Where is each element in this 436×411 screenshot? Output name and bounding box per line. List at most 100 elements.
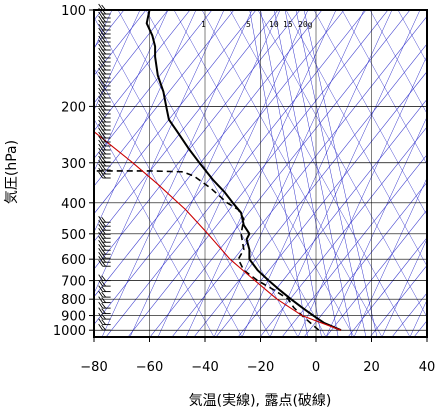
wind-barb	[98, 279, 111, 287]
background-line	[145, 10, 327, 337]
moist-adiabat-line	[213, 10, 365, 337]
y-tick-label: 500	[61, 228, 86, 243]
mixing-ratio-line	[295, 10, 367, 337]
background-line	[369, 10, 427, 115]
dry-adiabat-line	[259, 126, 427, 337]
dry-adiabat-line	[94, 10, 279, 242]
dry-adiabat-line	[149, 10, 411, 337]
wind-barb	[98, 215, 111, 223]
background-line	[397, 10, 427, 64]
x-tick-label: −20	[247, 360, 274, 375]
wind-barb	[98, 285, 111, 293]
moist-adiabat-line	[325, 116, 427, 337]
background-line	[94, 67, 243, 337]
dry-adiabat-line	[193, 43, 427, 337]
y-tick-label: 100	[61, 4, 86, 19]
mixing-ratio-line	[303, 10, 378, 337]
parcel-path-line	[94, 131, 342, 331]
mixing-ratio-label: 5	[246, 20, 251, 29]
moist-adiabat-line	[94, 10, 141, 111]
y-tick-label: 900	[61, 310, 86, 325]
wind-barb	[98, 259, 111, 267]
dry-adiabat-line	[94, 10, 191, 132]
moist-adiabat-line	[185, 10, 337, 337]
temperature-profile-line	[145, 10, 342, 332]
background-grid-lines	[94, 10, 427, 337]
dry-adiabat-line	[94, 10, 147, 76]
background-line	[173, 10, 355, 337]
dry-adiabat-line	[281, 154, 427, 337]
x-axis-title: 気温(実線), 露点(破線)	[189, 393, 332, 409]
dry-adiabat-line	[94, 10, 213, 159]
y-tick-label: 300	[61, 157, 86, 172]
mixing-ratio-label: 15	[283, 20, 293, 29]
moist-adiabat-line	[157, 10, 309, 337]
mixing-ratio-label: 20g	[298, 20, 313, 29]
dry-adiabat-line	[94, 10, 169, 104]
moist-adiabat-line	[101, 10, 253, 337]
moist-adiabat-line	[381, 238, 427, 337]
background-line	[94, 16, 271, 337]
wind-barb	[98, 301, 111, 309]
y-tick-label: 700	[61, 275, 86, 290]
wind-barb	[98, 312, 111, 320]
background-line	[201, 10, 383, 337]
x-tick-label: −80	[80, 360, 107, 375]
dry-adiabat-line	[325, 209, 427, 337]
wind-barb	[98, 307, 111, 315]
moist-adiabat-line	[94, 10, 197, 233]
y-axis-title: 気圧(hPa)	[4, 140, 20, 204]
x-tick-label: −60	[136, 360, 163, 375]
wind-barb	[98, 290, 111, 298]
moist-adiabat-line	[269, 10, 421, 337]
background-line	[313, 10, 427, 216]
y-tick-label: 400	[61, 197, 86, 212]
dry-adiabat-line	[127, 10, 389, 337]
dewpoint-profile-line	[94, 170, 320, 331]
plot-series	[94, 10, 342, 332]
dry-adiabat-line	[94, 10, 301, 270]
dry-adiabat-line	[94, 10, 323, 298]
background-line	[229, 10, 411, 337]
y-tick-label: 800	[61, 293, 86, 308]
wind-barb	[98, 274, 111, 282]
y-tick-label: 600	[61, 253, 86, 268]
y-tick-label: 1000	[53, 324, 86, 339]
x-tick-label: −40	[191, 360, 218, 375]
dry-adiabat-line	[369, 264, 427, 337]
moist-adiabat-line	[409, 299, 427, 337]
dry-adiabat-line	[171, 15, 427, 337]
mixing-ratio-line	[249, 10, 308, 337]
moist-adiabat-line	[241, 10, 393, 337]
moist-adiabat-line	[94, 10, 225, 294]
dry-adiabat-line	[237, 98, 427, 337]
mixing-ratio-labels: 1 5 10 15 20g	[201, 20, 313, 29]
dry-adiabat-line	[215, 71, 427, 337]
dry-adiabat-line	[303, 181, 427, 337]
moist-adiabat-line	[94, 10, 169, 172]
background-line	[341, 10, 427, 165]
wind-barb	[98, 296, 111, 304]
mixing-ratio-label: 1	[201, 20, 206, 29]
background-line	[94, 118, 215, 337]
wind-barb	[98, 323, 111, 331]
wind-barb	[98, 318, 111, 326]
background-line	[285, 10, 427, 267]
dry-adiabat-line	[94, 10, 345, 325]
dry-adiabat-line	[391, 292, 427, 337]
x-tick-label: 40	[419, 360, 436, 375]
x-tick-label: 20	[363, 360, 380, 375]
dry-adiabat-line	[94, 10, 235, 187]
dry-adiabat-line	[347, 237, 427, 337]
mixing-ratio-line	[260, 10, 322, 337]
wind-barbs	[98, 3, 111, 331]
dry-adiabat-line	[94, 10, 257, 215]
mixing-ratio-line	[273, 10, 339, 337]
mixing-ratio-line	[284, 10, 353, 337]
y-tick-label: 200	[61, 100, 86, 115]
moist-adiabat-line	[297, 55, 427, 337]
moist-adiabat-line	[353, 177, 427, 337]
x-axis-ticks: −80 −60 −40 −20 0 20 40	[80, 337, 435, 375]
wind-barb	[98, 171, 111, 179]
